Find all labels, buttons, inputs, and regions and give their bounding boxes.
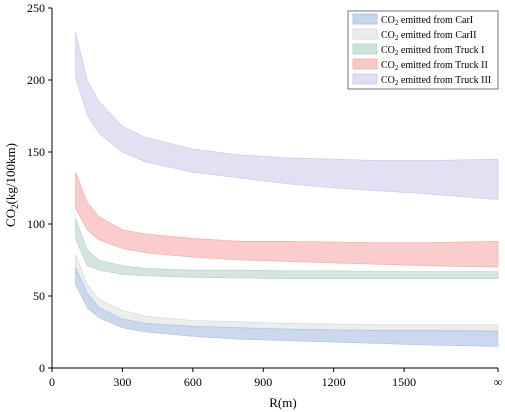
y-axis-title-main: CO (3, 209, 18, 227)
y-tick-label-1: 50 (33, 289, 45, 303)
x-tick-label-1: 300 (113, 375, 131, 389)
band-series-3 (75, 218, 499, 280)
y-tick-label-4: 200 (27, 73, 45, 87)
y-tick-label-5: 250 (27, 1, 45, 15)
x-axis-title: R(m) (269, 395, 296, 410)
legend-label-1: CO2 emitted from CarI (381, 15, 473, 27)
legend-swatch-1 (352, 13, 378, 25)
legend: CO2 emitted from CarI CO2 emitted from Ca… (347, 10, 499, 90)
x-tick-label-0: 0 (49, 375, 55, 389)
legend-swatch-2 (352, 28, 378, 40)
legend-label-4: CO2 emitted from Truck II (381, 60, 488, 72)
legend-label-5: CO2 emitted from Truck III (381, 75, 491, 87)
legend-swatch-5 (352, 73, 378, 85)
x-tick-label-3: 900 (254, 375, 272, 389)
x-tick-label-4: 1200 (322, 375, 346, 389)
band-series-5 (75, 32, 499, 200)
legend-label-2: CO2 emitted from CarII (381, 30, 476, 42)
x-ticks: 0 300 600 900 1200 1500 ∞ (49, 368, 502, 389)
y-tick-label-3: 150 (27, 145, 45, 159)
y-tick-label-2: 100 (27, 217, 45, 231)
band-series-4 (75, 172, 499, 268)
legend-swatch-3 (352, 43, 378, 55)
band-layer (75, 32, 499, 347)
y-tick-label-0: 0 (39, 361, 45, 375)
x-tick-label-5: 1500 (392, 375, 416, 389)
x-tick-label-2: 600 (184, 375, 202, 389)
legend-swatch-4 (352, 58, 378, 70)
y-axis-title-unit: (kg/100km) (3, 143, 18, 204)
band-series-1 (75, 267, 499, 347)
legend-label-3: CO2 emitted from Truck I (381, 45, 485, 57)
axes-layer (51, 8, 498, 369)
x-tick-label-6: ∞ (494, 375, 503, 389)
y-axis-title: CO2(kg/100km) (3, 143, 20, 227)
y-axis-title-subscript: 2 (10, 204, 20, 209)
y-ticks: 0 50 100 150 200 250 (27, 1, 52, 375)
